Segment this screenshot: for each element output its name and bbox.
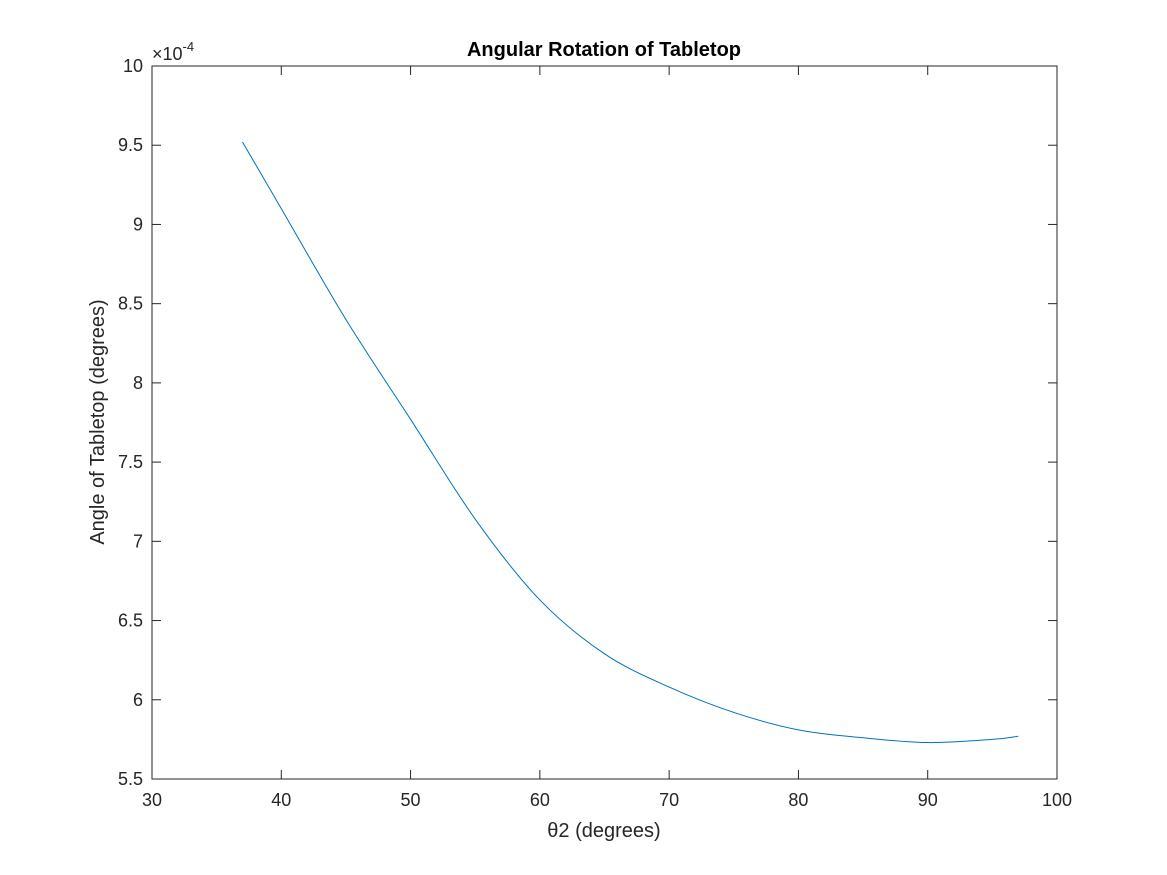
x-tick-labels: 30 40 50 60 70 80 90 100 [142,790,1072,810]
x-tick-label: 40 [271,790,291,810]
x-tick-label: 30 [142,790,162,810]
y-tick-label: 5.5 [118,769,143,789]
y-tick-label: 8.5 [118,294,143,314]
y-tick-label: 9 [133,214,143,234]
chart-title: Angular Rotation of Tabletop [467,39,741,61]
x-axis-label: θ2 (degrees) [547,820,660,842]
y-tick-label: 6 [133,690,143,710]
y-exponent-base: ×10 [152,44,183,64]
x-tick-label: 80 [788,790,808,810]
y-tick-label: 10 [123,56,143,76]
axes-background [152,66,1057,779]
x-tick-label: 100 [1042,790,1072,810]
y-tick-label: 9.5 [118,135,143,155]
series-line-0 [242,141,1019,744]
y-exponent-label: ×10-4 [152,39,194,64]
x-tick-label: 50 [401,790,421,810]
x-tick-label: 60 [530,790,550,810]
x-tick-label: 90 [918,790,938,810]
y-tick-label: 8 [133,373,143,393]
y-tick-label: 7 [133,531,143,551]
y-exponent-power: -4 [183,39,195,54]
y-tick-labels: 5.5 6 6.5 7 7.5 8 8.5 9 9.5 10 [118,56,143,789]
y-tick-label: 6.5 [118,611,143,631]
y-tick-label: 7.5 [118,452,143,472]
series-layer [242,141,1019,744]
x-tick-label: 70 [659,790,679,810]
y-axis-label: Angle of Tabletop (degrees) [87,299,109,544]
axes-box [151,65,1058,780]
